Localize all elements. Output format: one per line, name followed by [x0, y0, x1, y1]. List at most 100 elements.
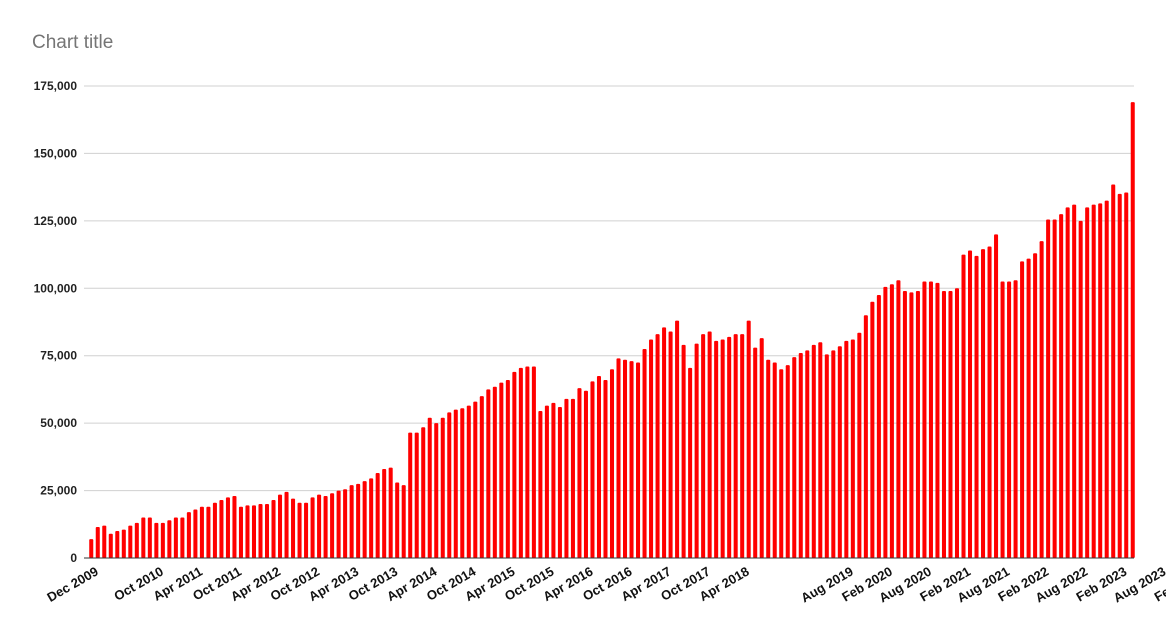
bar	[388, 467, 393, 558]
bar	[811, 344, 816, 558]
bar	[623, 359, 628, 558]
y-tick-label: 75,000	[40, 349, 77, 363]
bar	[649, 339, 654, 558]
bar	[271, 500, 276, 558]
bar	[180, 517, 185, 558]
bar	[264, 504, 270, 558]
bar	[362, 481, 367, 558]
bar	[245, 505, 250, 558]
bar	[160, 522, 165, 558]
bar	[1033, 253, 1038, 559]
bar	[1085, 207, 1090, 558]
bar	[928, 281, 933, 558]
bar	[1117, 193, 1122, 558]
bar	[603, 379, 608, 558]
bar	[238, 506, 243, 558]
bar	[382, 468, 387, 558]
bar	[629, 361, 634, 558]
bar	[89, 539, 94, 558]
bar	[857, 332, 862, 558]
y-tick-label: 175,000	[34, 79, 78, 93]
bar	[219, 500, 224, 558]
bar	[915, 290, 920, 558]
bar	[1111, 184, 1116, 558]
bar	[349, 485, 354, 558]
bar	[759, 338, 764, 558]
bar	[818, 342, 823, 558]
bar	[889, 284, 894, 558]
bar	[375, 473, 380, 558]
bar	[850, 339, 855, 558]
bar	[1091, 204, 1096, 558]
bar	[772, 362, 777, 558]
bar	[278, 494, 283, 558]
bar	[824, 354, 829, 558]
bar	[557, 406, 562, 558]
bar	[434, 423, 439, 558]
y-axis-ticks: 0 25,000 50,000 75,000 100,000 125,000 150,000…	[34, 79, 78, 565]
bar	[147, 517, 152, 558]
bar	[609, 369, 615, 558]
bar	[1000, 281, 1005, 558]
bar	[505, 379, 510, 558]
bar	[902, 290, 907, 558]
bar	[701, 334, 706, 558]
chart-title: Chart title	[32, 32, 114, 53]
bar	[896, 280, 901, 558]
bar	[570, 398, 575, 558]
bar	[212, 502, 217, 558]
bar	[525, 366, 530, 558]
y-tick-label: 100,000	[34, 281, 78, 295]
bar	[206, 506, 211, 558]
y-tick-label: 125,000	[34, 214, 78, 228]
bar	[453, 409, 458, 558]
bar	[1124, 192, 1129, 558]
bar	[727, 336, 732, 558]
bar	[948, 290, 953, 558]
bar	[883, 286, 888, 558]
bar	[258, 504, 263, 558]
bar	[746, 320, 751, 558]
bar	[954, 288, 960, 558]
bar	[134, 522, 139, 558]
bar	[1078, 220, 1083, 558]
bar	[173, 517, 178, 558]
bar	[707, 331, 712, 558]
bar	[694, 343, 699, 558]
bar	[909, 292, 914, 558]
bar	[479, 396, 484, 558]
bar	[512, 371, 517, 558]
bar	[753, 347, 758, 558]
bar	[577, 388, 582, 558]
bar	[779, 369, 784, 558]
bar	[987, 246, 992, 559]
bar	[369, 478, 374, 558]
bar	[642, 348, 647, 558]
bars	[89, 102, 1135, 559]
bar	[792, 357, 797, 558]
bar	[1059, 214, 1064, 558]
bar	[1098, 203, 1103, 558]
bar	[961, 254, 966, 559]
bar	[336, 490, 341, 558]
bar	[323, 495, 328, 558]
bar	[121, 529, 126, 558]
bar	[356, 483, 361, 558]
bar	[766, 359, 771, 558]
bar	[154, 522, 159, 558]
bar	[115, 531, 120, 558]
bar	[297, 502, 302, 558]
y-tick-label: 50,000	[40, 416, 77, 430]
bar	[102, 525, 107, 558]
bar	[167, 520, 172, 558]
bar	[837, 346, 842, 558]
bar	[675, 320, 680, 558]
bar	[291, 498, 296, 558]
bar	[1020, 261, 1025, 558]
bar	[310, 497, 315, 558]
bar	[304, 502, 309, 558]
bar	[473, 401, 478, 558]
bar	[935, 282, 940, 558]
y-tick-label: 0	[70, 551, 77, 565]
bar	[870, 301, 875, 558]
